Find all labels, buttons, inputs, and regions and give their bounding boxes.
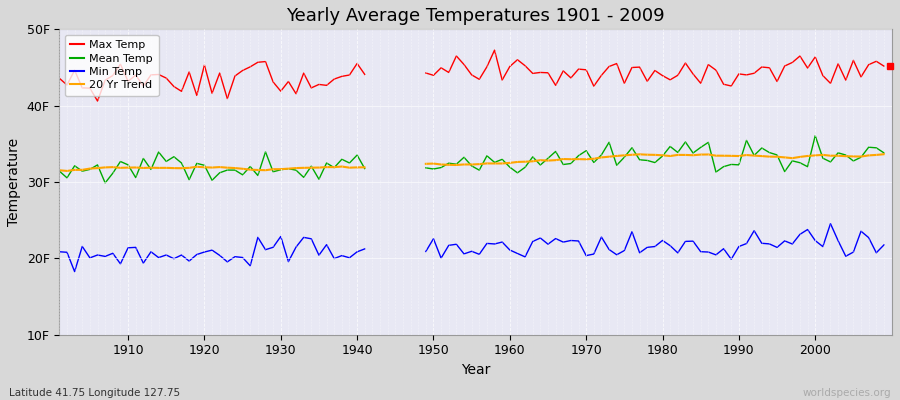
Y-axis label: Temperature: Temperature [7,138,21,226]
Text: Latitude 41.75 Longitude 127.75: Latitude 41.75 Longitude 127.75 [9,388,180,398]
Title: Yearly Average Temperatures 1901 - 2009: Yearly Average Temperatures 1901 - 2009 [286,7,665,25]
Legend: Max Temp, Mean Temp, Min Temp, 20 Yr Trend: Max Temp, Mean Temp, Min Temp, 20 Yr Tre… [65,35,158,96]
Text: worldspecies.org: worldspecies.org [803,388,891,398]
X-axis label: Year: Year [461,363,491,377]
